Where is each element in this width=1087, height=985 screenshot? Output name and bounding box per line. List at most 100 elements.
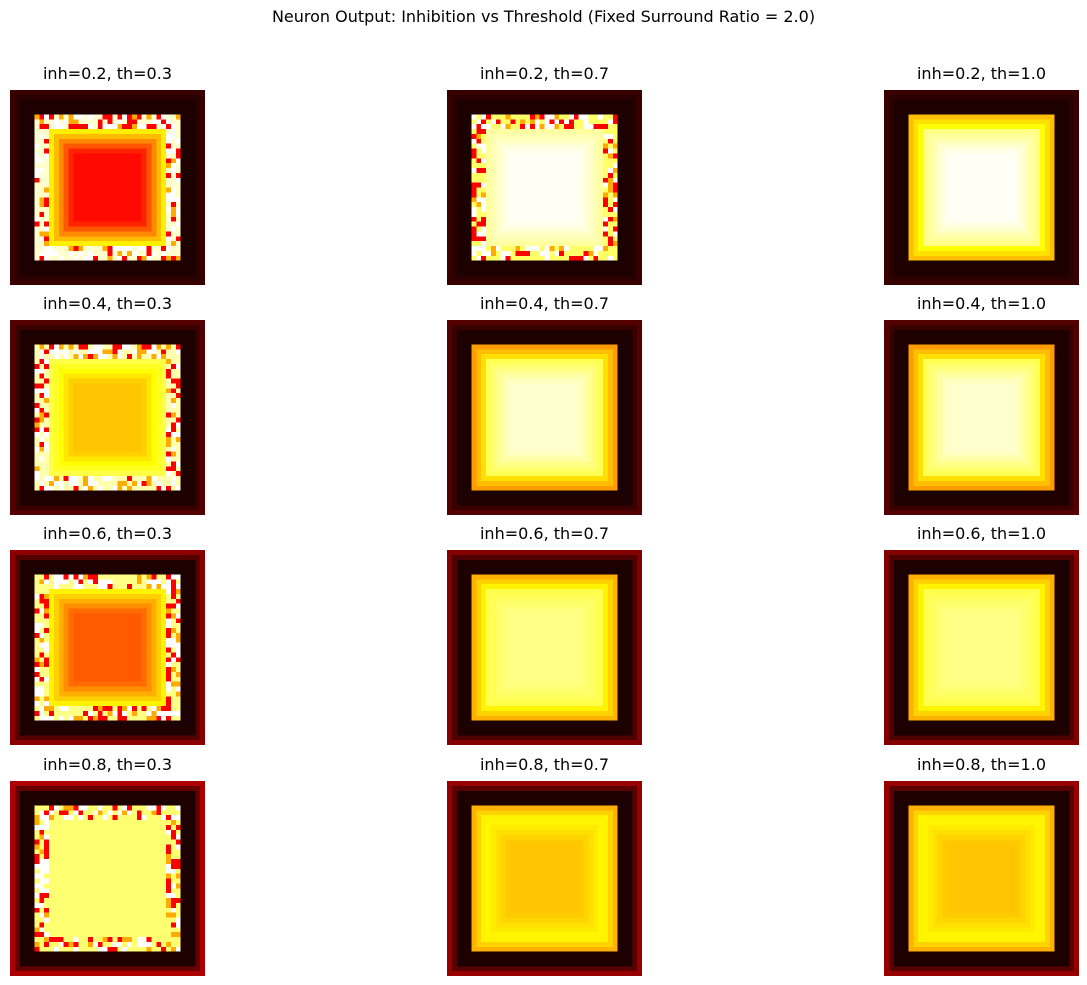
- heatmap-cell: [166, 202, 171, 208]
- heatmap-cell: [500, 216, 506, 222]
- heatmap-cell: [583, 202, 589, 208]
- heatmap-cell: [466, 197, 472, 203]
- heatmap-cell: [34, 255, 40, 261]
- heatmap-cell: [976, 158, 982, 164]
- heatmap-cell: [573, 280, 579, 285]
- heatmap-cell: [573, 90, 579, 95]
- heatmap-cell: [505, 260, 511, 266]
- heatmap-cell: [102, 109, 108, 115]
- heatmap-cell: [180, 260, 186, 266]
- heatmap-cell: [981, 168, 987, 173]
- heatmap-cell: [976, 207, 982, 212]
- heatmap-cell: [986, 211, 992, 217]
- heatmap-cell: [1010, 275, 1016, 281]
- heatmap-cell: [903, 153, 909, 159]
- heatmap-cell: [588, 114, 594, 120]
- heatmap-cell: [564, 148, 569, 154]
- heatmap-cell: [39, 226, 45, 232]
- heatmap-cell: [14, 260, 20, 266]
- heatmap-cell: [190, 236, 196, 242]
- heatmap-cell: [564, 94, 569, 100]
- heatmap-cell: [471, 187, 477, 193]
- heatmap-cell: [598, 211, 604, 217]
- heatmap-cell: [146, 202, 152, 208]
- heatmap-cell: [564, 202, 569, 208]
- heatmap-cell: [29, 197, 35, 203]
- heatmap-cell: [156, 329, 162, 335]
- heatmap-cell: [1025, 187, 1031, 193]
- heatmap-cell: [447, 104, 452, 110]
- heatmap-cell: [898, 255, 904, 261]
- heatmap-cell: [180, 231, 186, 237]
- heatmap-cell: [554, 182, 560, 188]
- heatmap-cell: [166, 334, 171, 340]
- heatmap-cell: [68, 216, 74, 222]
- heatmap-cell: [1025, 207, 1031, 212]
- heatmap-cell: [1030, 148, 1036, 154]
- heatmap-cell: [1020, 211, 1026, 217]
- heatmap-cell: [495, 172, 501, 178]
- heatmap-cell: [166, 109, 171, 115]
- heatmap-cell: [952, 202, 958, 208]
- heatmap-cell: [1054, 94, 1060, 100]
- heatmap-cell: [520, 270, 526, 276]
- heatmap-cell: [918, 138, 924, 144]
- heatmap-cell: [559, 246, 565, 251]
- heatmap-cell: [195, 148, 201, 154]
- heatmap-cell: [991, 148, 997, 154]
- heatmap-cell: [88, 250, 93, 256]
- heatmap-cell: [481, 216, 487, 222]
- heatmap-cell: [957, 133, 963, 139]
- heatmap-cell: [141, 226, 147, 232]
- heatmap-cell: [573, 148, 579, 154]
- heatmap-cell: [451, 133, 457, 139]
- heatmap-cell: [534, 133, 540, 139]
- heatmap-cell: [520, 148, 526, 154]
- heatmap-cell: [525, 114, 530, 120]
- heatmap-cell: [568, 255, 574, 261]
- heatmap-cell: [554, 129, 560, 134]
- heatmap-cell: [500, 168, 506, 173]
- heatmap-cell: [14, 250, 20, 256]
- heatmap-cell: [898, 172, 904, 178]
- heatmap-cell: [622, 216, 628, 222]
- heatmap-cell: [1064, 129, 1070, 134]
- heatmap-cell: [588, 202, 594, 208]
- heatmap-cell: [146, 329, 152, 335]
- heatmap-cell: [1074, 109, 1079, 115]
- heatmap-cell: [923, 211, 928, 217]
- heatmap-cell: [617, 109, 623, 115]
- heatmap-cell: [1020, 221, 1026, 227]
- heatmap-cell: [617, 177, 623, 183]
- heatmap-cell: [598, 236, 604, 242]
- heatmap-cell: [166, 148, 171, 154]
- heatmap-cell: [568, 197, 574, 203]
- heatmap-cell: [1001, 192, 1006, 198]
- heatmap-cell: [1059, 197, 1065, 203]
- heatmap-cell: [471, 124, 477, 130]
- heatmap-cell: [127, 211, 132, 217]
- heatmap-cell: [996, 124, 1002, 130]
- heatmap-cell: [908, 182, 914, 188]
- heatmap-cell: [14, 241, 20, 247]
- heatmap-cell: [161, 187, 167, 193]
- heatmap-cell: [83, 187, 89, 193]
- heatmap-cell: [141, 320, 147, 325]
- heatmap-cell: [996, 241, 1002, 247]
- heatmap-cell: [102, 153, 108, 159]
- heatmap-cell: [190, 163, 196, 169]
- heatmap-cell: [107, 114, 113, 120]
- heatmap-cell: [544, 143, 550, 149]
- heatmap-cell: [39, 260, 45, 266]
- heatmap-cell: [78, 226, 84, 232]
- heatmap-cell: [991, 109, 997, 115]
- heatmap-cell: [515, 255, 521, 261]
- heatmap-cell: [486, 202, 491, 208]
- heatmap-cell: [185, 143, 191, 149]
- heatmap-cell: [476, 138, 482, 144]
- heatmap-cell: [593, 143, 599, 149]
- heatmap-cell: [34, 133, 40, 139]
- heatmap-cell: [952, 177, 958, 183]
- heatmap-cell: [549, 202, 555, 208]
- heatmap-cell: [92, 231, 98, 237]
